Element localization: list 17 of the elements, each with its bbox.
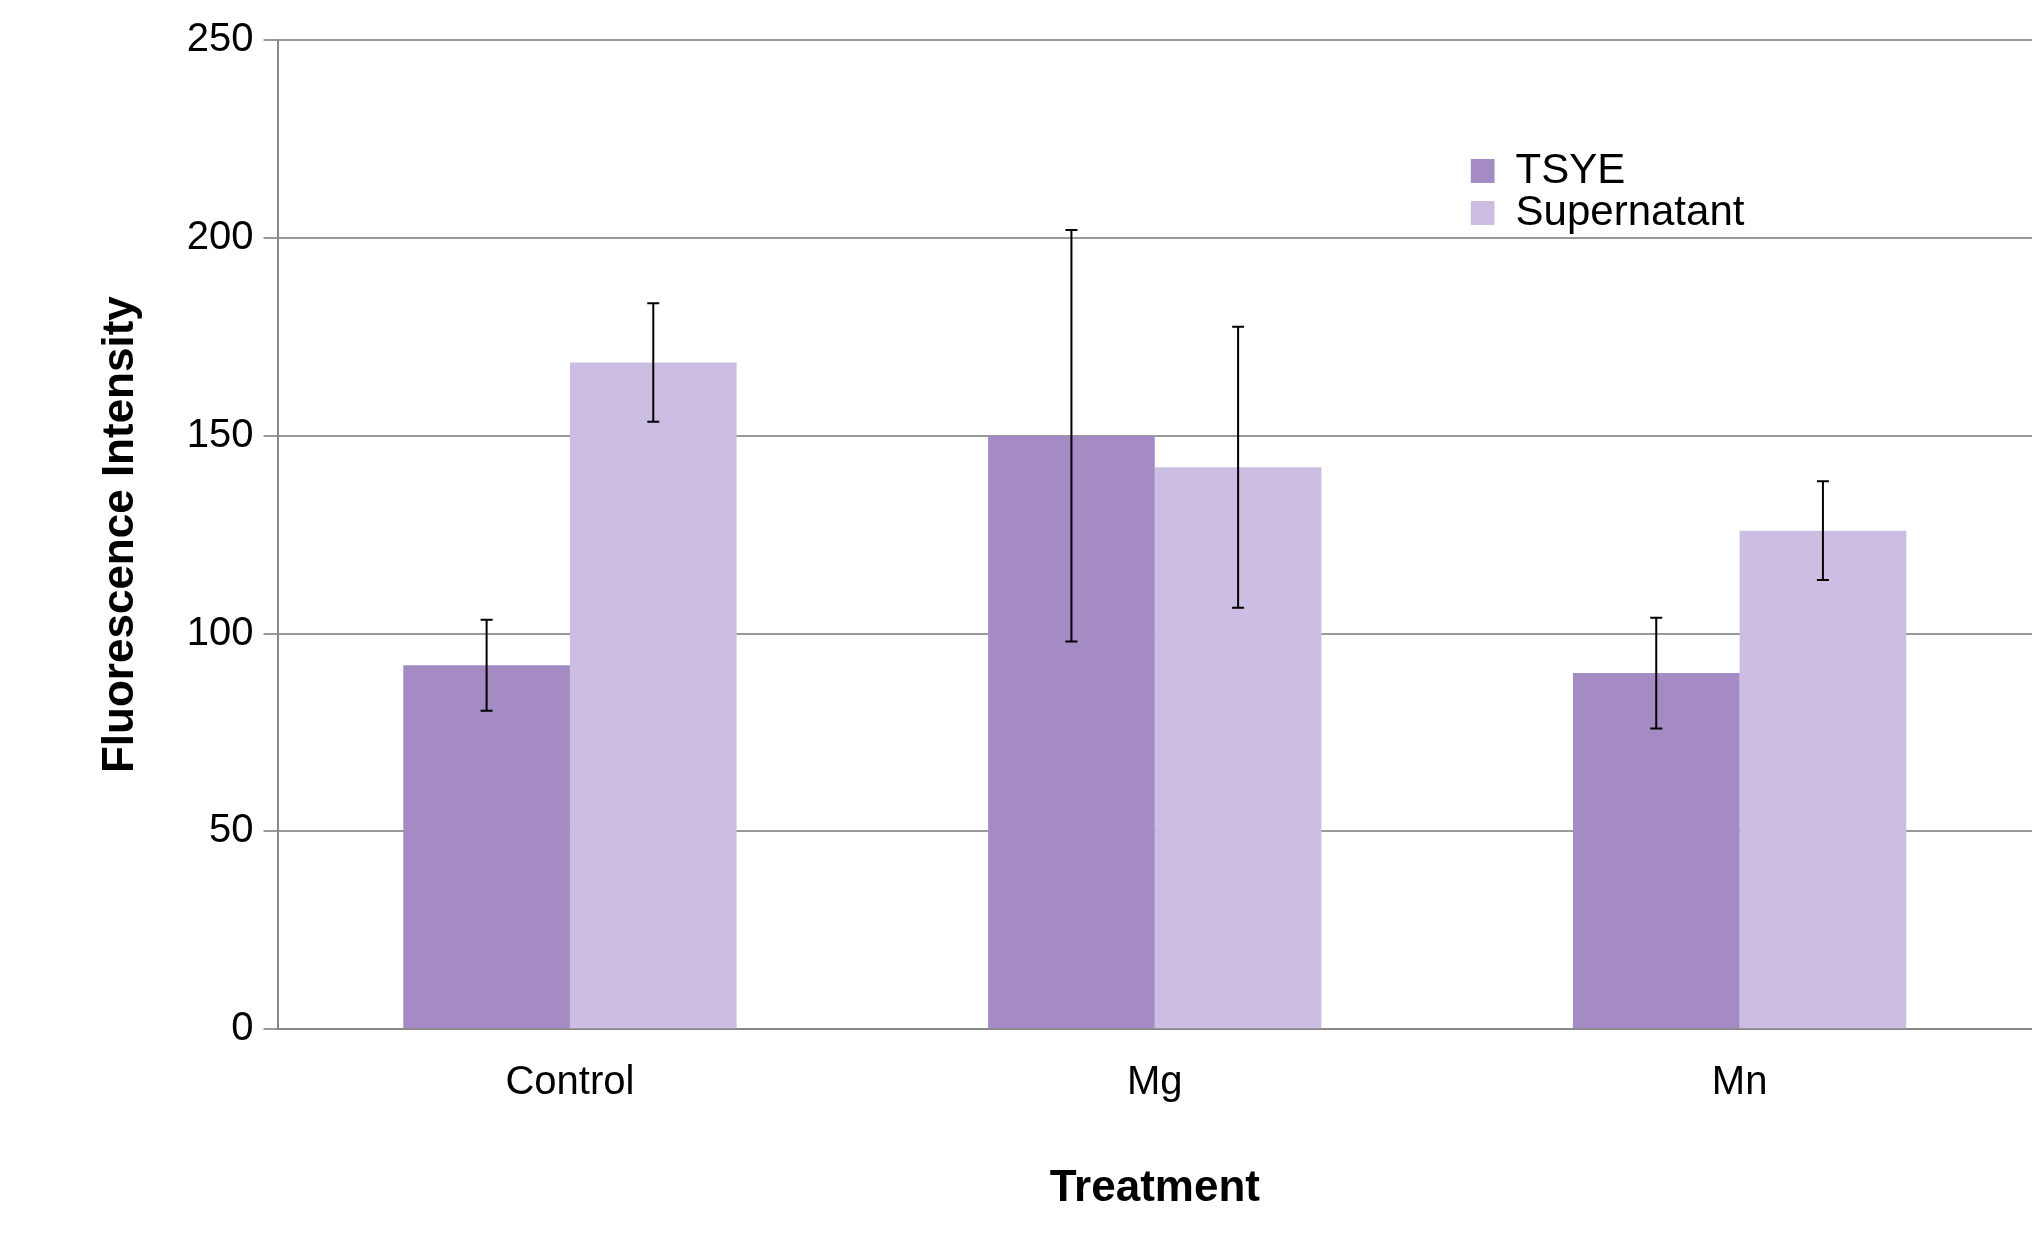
- bar: [1572, 673, 1740, 1029]
- x-tick-label: Control: [505, 1058, 635, 1103]
- bar: [569, 362, 737, 1029]
- x-tick-label: Mn: [1711, 1058, 1768, 1103]
- y-tick-label: 100: [186, 608, 254, 653]
- bar: [403, 665, 570, 1029]
- y-tick-label: 250: [186, 15, 254, 60]
- x-axis-title: Treatment: [1049, 1160, 1261, 1210]
- bar: [1739, 530, 1907, 1029]
- bar: [988, 435, 1155, 1029]
- y-tick-label: 0: [231, 1004, 254, 1049]
- bar: [1154, 467, 1322, 1029]
- y-tick-label: 150: [186, 410, 254, 455]
- y-axis-title: Fluorescence Intensity: [92, 295, 142, 774]
- x-tick-label: Mg: [1126, 1058, 1183, 1103]
- y-tick-label: 200: [186, 212, 254, 257]
- y-tick-label: 50: [209, 806, 254, 851]
